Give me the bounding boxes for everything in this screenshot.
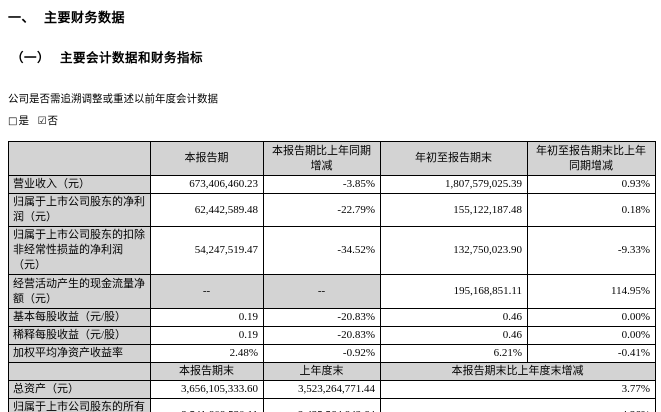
row-label: 加权平均净资产收益率 <box>8 344 151 363</box>
restatement-question: 公司是否需追溯调整或重述以前年度会计数据 <box>8 94 218 105</box>
value-cell: 3,523,264,771.44 <box>263 380 381 399</box>
table-row-net-profit: 归属于上市公司股东的净利润（元） 62,442,589.48 -22.79% 1… <box>8 193 656 227</box>
value-cell: -9.33% <box>527 226 656 275</box>
value-cell: -34.52% <box>263 226 381 275</box>
row-label: 归属于上市公司股东的扣除非经常性损益的净利润（元） <box>8 226 151 275</box>
value-cell: 0.18% <box>527 193 656 227</box>
value-cell: 0.19 <box>150 326 264 345</box>
value-cell: 2.48% <box>150 344 264 363</box>
value-cell: 673,406,460.23 <box>150 175 264 194</box>
header-cell-period-yoy-change: 本报告期比上年同期增减 <box>263 141 381 176</box>
table-row-basic-eps: 基本每股收益（元/股） 0.19 -20.83% 0.46 0.00% <box>8 308 656 327</box>
value-cell: 132,750,023.90 <box>380 226 528 275</box>
value-cell: 0.46 <box>380 308 528 327</box>
value-cell: 2,435,564,842.64 <box>263 398 381 412</box>
value-cell: -22.79% <box>263 193 381 227</box>
section-title: 一、 主要财务数据 <box>8 7 655 26</box>
row-label: 稀释每股收益（元/股） <box>8 326 151 345</box>
checkbox-yes: □是 <box>8 116 29 127</box>
table-header-row-period: 本报告期 本报告期比上年同期增减 年初至报告期末 年初至报告期末比上年同期增减 <box>8 141 656 176</box>
value-cell: 0.46 <box>380 326 528 345</box>
table-row-net-profit-excl-nonrecurring: 归属于上市公司股东的扣除非经常性损益的净利润（元） 54,247,519.47 … <box>8 226 656 275</box>
header-cell-ytd-yoy-change: 年初至报告期末比上年同期增减 <box>527 141 656 176</box>
table-row-operating-cash-flow: 经营活动产生的现金流量净额（元） -- -- 195,168,851.11 11… <box>8 274 656 309</box>
restatement-answer: □是 ☑否 <box>8 113 655 128</box>
value-cell: -0.41% <box>527 344 656 363</box>
table-row-operating-revenue: 营业收入（元） 673,406,460.23 -3.85% 1,807,579,… <box>8 175 656 194</box>
value-cell: 155,122,187.48 <box>380 193 528 227</box>
value-cell: 0.00% <box>527 308 656 327</box>
subsection-title: （一） 主要会计数据和财务指标 <box>11 47 655 66</box>
checkbox-checked-icon: ☑ <box>37 116 47 127</box>
financial-metrics-table: 本报告期 本报告期比上年同期增减 年初至报告期末 年初至报告期末比上年同期增减 … <box>8 141 656 412</box>
row-label: 经营活动产生的现金流量净额（元） <box>8 274 151 309</box>
value-cell-na: -- <box>263 274 381 309</box>
value-cell: -3.85% <box>263 175 381 194</box>
value-cell: 3,656,105,333.60 <box>150 380 264 399</box>
table-row-total-assets: 总资产（元） 3,656,105,333.60 3,523,264,771.44… <box>8 380 656 399</box>
subsection-title-text: 主要会计数据和财务指标 <box>60 51 204 65</box>
value-cell: 0.19 <box>150 308 264 327</box>
table-header-row-period-end: 本报告期末 上年度末 本报告期末比上年度末增减 <box>8 362 656 381</box>
header-cell-current-period: 本报告期 <box>150 141 264 176</box>
section-number: 一、 <box>8 10 36 25</box>
header-cell-year-to-date: 年初至报告期末 <box>380 141 528 176</box>
value-cell: 1,807,579,025.39 <box>380 175 528 194</box>
checkbox-no-label: 否 <box>47 116 59 127</box>
table-row-diluted-eps: 稀释每股收益（元/股） 0.19 -20.83% 0.46 0.00% <box>8 326 656 345</box>
value-cell: -20.83% <box>263 308 381 327</box>
header-cell-empty <box>8 141 151 176</box>
row-label: 归属于上市公司股东的净利润（元） <box>8 193 151 227</box>
header-cell-prior-year-end: 上年度末 <box>263 362 381 381</box>
value-cell: 54,247,519.47 <box>150 226 264 275</box>
value-cell: 195,168,851.11 <box>380 274 528 309</box>
header-cell-period-end-change: 本报告期末比上年度末增减 <box>380 362 656 381</box>
table-row-owners-equity: 归属于上市公司股东的所有者权益（元） 2,541,808,530.11 2,43… <box>8 398 656 412</box>
checkbox-yes-label: 是 <box>18 116 29 127</box>
value-cell: 0.00% <box>527 326 656 345</box>
section-title-text: 主要财务数据 <box>44 10 126 25</box>
value-cell: 0.93% <box>527 175 656 194</box>
value-cell: 3.77% <box>380 380 656 399</box>
value-cell: 4.36% <box>380 398 656 412</box>
checkbox-unchecked-icon: □ <box>8 116 18 127</box>
value-cell: -0.92% <box>263 344 381 363</box>
value-cell: 2,541,808,530.11 <box>150 398 264 412</box>
header-cell-empty <box>8 362 151 381</box>
header-cell-period-end: 本报告期末 <box>150 362 264 381</box>
subsection-number: （一） <box>11 51 51 65</box>
table-row-weighted-avg-roe: 加权平均净资产收益率 2.48% -0.92% 6.21% -0.41% <box>8 344 656 363</box>
value-cell: 6.21% <box>380 344 528 363</box>
value-cell: 62,442,589.48 <box>150 193 264 227</box>
row-label: 营业收入（元） <box>8 175 151 194</box>
row-label: 归属于上市公司股东的所有者权益（元） <box>8 398 151 412</box>
value-cell-na: -- <box>150 274 264 309</box>
row-label: 基本每股收益（元/股） <box>8 308 151 327</box>
value-cell: -20.83% <box>263 326 381 345</box>
checkbox-no: ☑否 <box>38 116 58 127</box>
value-cell: 114.95% <box>527 274 656 309</box>
row-label: 总资产（元） <box>8 380 151 399</box>
